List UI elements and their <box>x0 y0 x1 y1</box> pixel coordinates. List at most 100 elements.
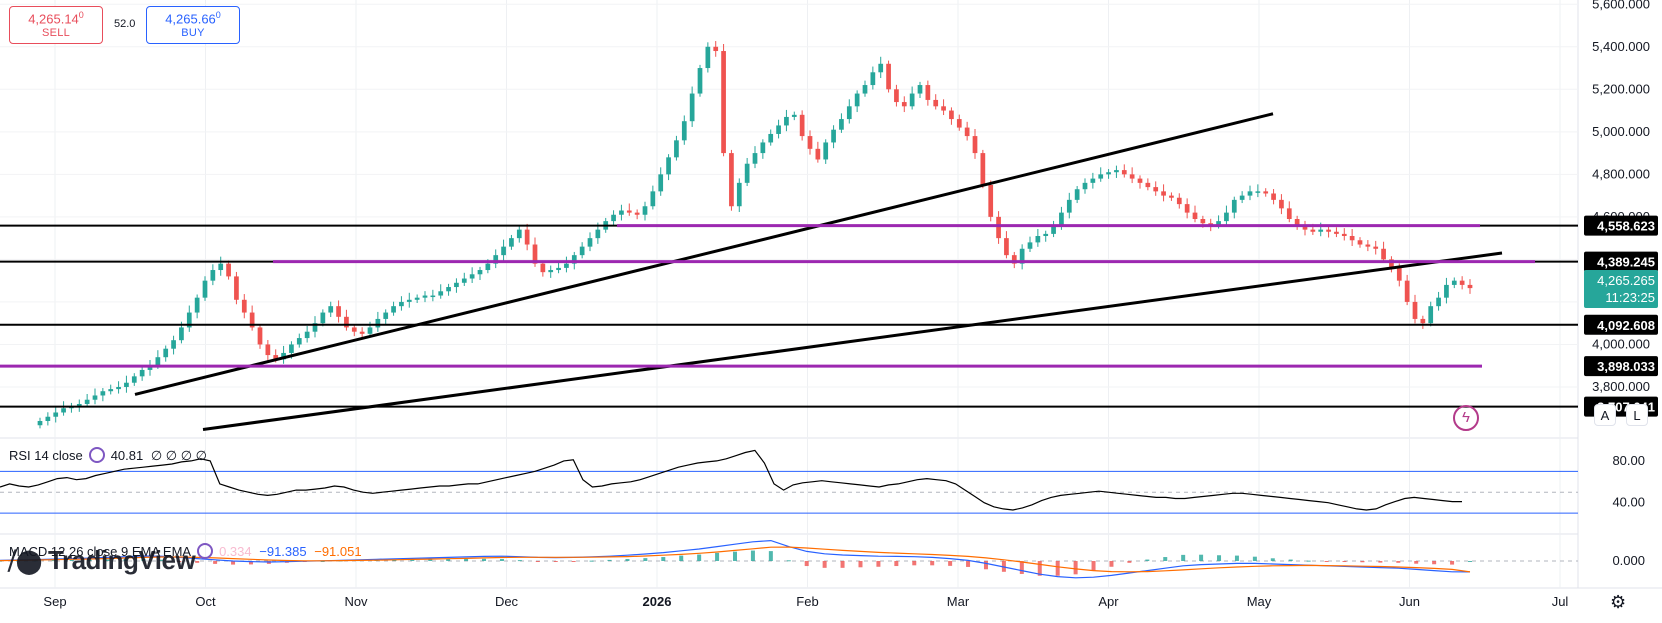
candle-body <box>1216 221 1221 226</box>
candle-body <box>1436 297 1441 307</box>
candle-body <box>1121 170 1127 175</box>
macd-settings-icon[interactable] <box>197 543 214 559</box>
candle-body <box>430 295 436 298</box>
candle-body <box>666 157 671 175</box>
candle-body <box>61 408 66 413</box>
candle-body <box>493 255 499 264</box>
candle-body <box>1098 174 1104 179</box>
candle-body <box>249 312 255 328</box>
sell-button[interactable]: 4,265.140 SELL <box>9 6 103 44</box>
macd-histogram-bar <box>69 559 74 561</box>
candle-body <box>108 389 114 392</box>
macd-histogram-bar <box>966 561 971 567</box>
candle-body <box>823 142 829 160</box>
x-tick-label: Jun <box>1399 594 1420 609</box>
macd-histogram-bar <box>894 561 899 567</box>
candle-body <box>1059 212 1064 226</box>
macd-histogram-bar <box>697 554 702 561</box>
candle-body <box>383 312 389 319</box>
candle-body <box>674 140 679 158</box>
macd-histogram-bar <box>1306 560 1311 562</box>
candle-body <box>571 255 577 264</box>
macd-histogram-bar <box>643 558 648 561</box>
macd-histogram-bar <box>213 561 218 564</box>
candle-body <box>454 282 459 288</box>
candle-body <box>1349 236 1355 241</box>
candle-body <box>996 216 1001 239</box>
candle-body <box>1318 229 1324 232</box>
macd-hist-value: 0.334 <box>219 544 252 559</box>
macd-histogram-bar <box>446 559 451 561</box>
candle-body <box>564 263 569 268</box>
candle-body <box>438 291 444 296</box>
macd-legend[interactable]: MACD 12 26 close 9 EMA EMA 0.334 −91.385 … <box>9 543 362 559</box>
candle-body <box>1004 238 1009 256</box>
candle-body <box>509 238 514 247</box>
candle-body <box>320 312 326 324</box>
macd-histogram-bar <box>1234 555 1239 561</box>
lower-trendline <box>202 251 1503 431</box>
candle-body <box>1326 229 1331 232</box>
macd-histogram-bar <box>87 559 92 561</box>
candle-body <box>210 270 216 281</box>
rsi-value: 40.81 <box>110 448 144 463</box>
candle-body <box>925 85 931 100</box>
candle-body <box>744 163 750 183</box>
candle-body <box>964 127 970 137</box>
macd-histogram-bar <box>195 561 200 563</box>
level-price-tag <box>1584 356 1658 377</box>
x-tick-label: Sep <box>43 594 66 609</box>
rsi-legend[interactable]: RSI 14 close 40.81 ∅ ∅ ∅ ∅ <box>9 447 207 464</box>
candle-body <box>1389 259 1394 268</box>
candle-body <box>1224 212 1229 222</box>
macd-histogram-bar <box>464 558 469 561</box>
flash-icon[interactable]: ϟ <box>1453 405 1479 431</box>
candle-body <box>179 327 184 341</box>
candle-body <box>100 391 106 396</box>
y-tick-label: 5,000.000 <box>1592 124 1650 139</box>
candle-body <box>1302 225 1308 230</box>
candle-body <box>894 89 899 103</box>
gear-icon[interactable]: ⚙ <box>1610 592 1627 612</box>
candle-body <box>1066 199 1072 213</box>
macd-histogram-bar <box>733 551 737 561</box>
candle-body <box>414 297 420 300</box>
candle-body <box>516 229 522 239</box>
macd-histogram-bar <box>535 561 540 562</box>
candle-body <box>1255 191 1261 193</box>
rsi-settings-icon[interactable] <box>88 447 105 463</box>
candle-body <box>705 46 711 69</box>
candle-body <box>862 85 868 94</box>
macd-histogram-bar <box>804 561 809 567</box>
log-scale-button[interactable]: L <box>1626 404 1648 426</box>
candle-body <box>312 323 318 332</box>
macd-histogram-bar <box>786 560 791 562</box>
candle-body <box>92 395 98 400</box>
candle-body <box>241 299 247 313</box>
candle-body <box>359 331 365 334</box>
candle-body <box>532 244 538 264</box>
auto-scale-button[interactable]: A <box>1594 404 1616 426</box>
rsi-tick-label: 80.00 <box>1612 453 1645 468</box>
candle-body <box>587 238 593 247</box>
macd-histogram-bar <box>1360 561 1365 563</box>
macd-histogram-bar <box>750 550 755 561</box>
candle-body <box>1334 231 1339 234</box>
candle-body <box>1106 172 1111 175</box>
macd-histogram-bar <box>51 560 56 562</box>
candle-body <box>344 316 349 328</box>
y-tick-label: 5,400.000 <box>1592 39 1650 54</box>
macd-histogram-bar <box>1450 561 1455 565</box>
buy-button[interactable]: 4,265.660 BUY <box>146 6 240 44</box>
macd-histogram-bar <box>625 559 630 561</box>
candle-body <box>1247 191 1253 196</box>
candle-body <box>296 338 302 345</box>
candle-body <box>422 295 428 298</box>
candle-body <box>619 210 624 215</box>
candle-body <box>642 206 648 215</box>
macd-histogram-bar <box>1037 561 1042 576</box>
candle-body <box>941 106 946 111</box>
current-price-label: 4,265.265 <box>1597 273 1655 288</box>
